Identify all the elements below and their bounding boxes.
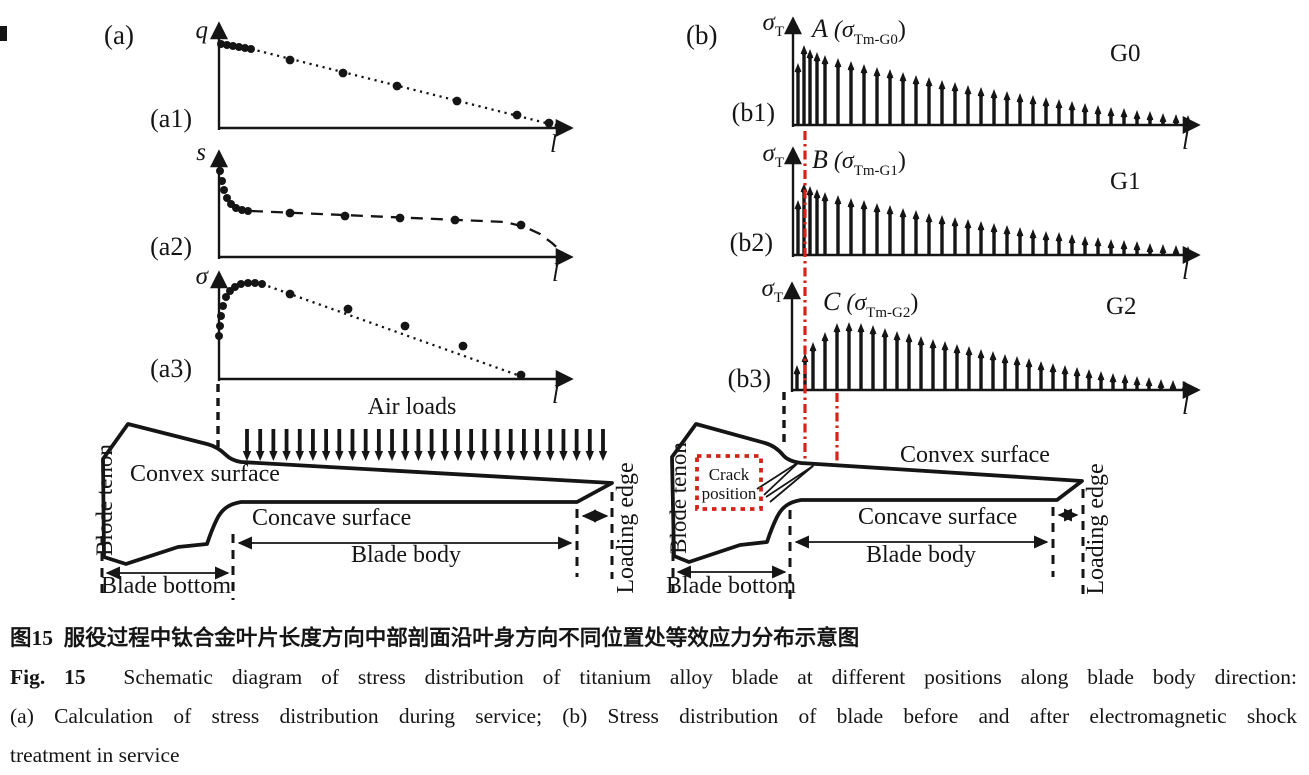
b1-group-label: G0 — [1110, 40, 1141, 67]
dimension-dashes-left — [100, 492, 614, 600]
b3-stems — [793, 322, 1189, 392]
loading-edge-label-right: Loading edge — [1083, 463, 1109, 594]
concave-surface-label-right: Concave surface — [858, 504, 1017, 530]
b2-group-label: G1 — [1110, 168, 1141, 195]
dimension-dashes-right — [671, 489, 1085, 600]
b3-y-axis-label: σT — [761, 275, 783, 306]
panel-a-label: (a) — [104, 20, 134, 50]
crack-position-label-line2: position — [702, 484, 757, 503]
plot-a1-tag: (a1) — [150, 104, 192, 133]
b3-group-label: G2 — [1106, 293, 1137, 320]
b1-x-axis-label: l — [1182, 128, 1189, 155]
dimension-arrows-right — [676, 508, 1079, 579]
blade-schematic-right: Crack position Blode tenon Convex surfac… — [666, 131, 1109, 600]
blade-body-label-left: Blade body — [351, 542, 461, 568]
b2-stems — [794, 183, 1192, 257]
caption-number-chinese: 图15 — [10, 626, 54, 650]
plot-a3-tag: (a3) — [150, 354, 192, 383]
b1-y-axis-label: σT — [762, 9, 784, 40]
caption-number-english: Fig. 15 — [10, 665, 86, 689]
crack-lines — [756, 461, 814, 503]
scan-artifact-mark — [0, 26, 7, 41]
a2-series — [215, 157, 564, 254]
blade-tenon-label-left: Blode tenon — [92, 444, 117, 556]
plot-b3-axes — [783, 281, 1201, 399]
plot-a2-tag: (a2) — [150, 232, 192, 261]
blade-schematic-left: Air loads Blode tenon Convex surface Con… — [92, 384, 639, 600]
caption-line-english-title: Fig. 15 Schematic diagram of stress dist… — [10, 665, 1298, 689]
a1-y-axis-label: q — [196, 17, 209, 44]
plot-b3-tag: (b3) — [728, 364, 771, 393]
a2-y-axis-label: s — [196, 139, 206, 166]
b2-x-axis-label: l — [1182, 258, 1189, 285]
caption-line-last: treatment in service — [10, 743, 180, 767]
crack-position-label-line1: Crack — [709, 465, 750, 484]
panel-b-plots: (b) σT A (σTm-G0) G0 (b1) l σT B (σTm-G1… — [686, 9, 1201, 420]
air-loads-label: Air loads — [368, 394, 457, 420]
convex-surface-label-left: Convex surface — [130, 461, 280, 487]
crack-position-box — [695, 454, 763, 511]
a2-x-axis-label: l — [552, 260, 559, 287]
blade-bottom-label-right: Blade bottom — [666, 573, 796, 599]
plot-b1-tag: (b1) — [732, 98, 775, 127]
b3-peak-label: C (σTm-G2) — [823, 287, 918, 321]
plot-b2-axes — [784, 146, 1201, 264]
dimension-arrows-left — [105, 509, 609, 580]
convex-surface-label-right: Convex surface — [900, 442, 1050, 468]
a3-y-axis-label: σ — [196, 263, 210, 290]
b1-stems — [794, 45, 1192, 126]
air-load-arrows — [242, 429, 608, 461]
figure-canvas: (a) q l (a1) s l (a2) σ l (a3) (b) — [0, 9, 1201, 600]
blade-tenon-label-right: Blode tenon — [666, 442, 691, 554]
panel-b-label: (b) — [686, 20, 717, 50]
a3-x-axis-label: l — [552, 382, 559, 409]
plot-b1-axes — [784, 16, 1201, 134]
concave-surface-label-left: Concave surface — [252, 505, 411, 531]
loading-edge-label-left: Loading edge — [613, 462, 639, 593]
b2-peak-label: B (σTm-G1) — [812, 145, 906, 179]
plot-a3-axes — [210, 270, 574, 388]
a1-series — [217, 40, 564, 131]
panel-a-plots: (a) q l (a1) s l (a2) σ l (a3) — [104, 17, 574, 409]
plot-a2-axes — [210, 149, 574, 266]
blade-body-label-right: Blade body — [866, 542, 976, 568]
caption-line-chinese: 图15 服役过程中钛合金叶片长度方向中部剖面沿叶身方向不同位置处等效应力分布示意… — [10, 626, 860, 650]
plot-b2-tag: (b2) — [730, 228, 773, 257]
b3-x-axis-label: l — [1182, 393, 1189, 420]
caption-line-subfigures: (a) Calculation of stress distribution d… — [10, 704, 1297, 728]
blade-outline-right — [670, 422, 1084, 564]
a1-x-axis-label: l — [550, 131, 557, 158]
a3-series — [215, 279, 526, 380]
blade-outline-left — [101, 422, 614, 566]
b2-y-axis-label: σT — [762, 140, 784, 171]
b1-peak-label: A (σTm-G0) — [810, 14, 906, 48]
blade-bottom-label-left: Blade bottom — [101, 573, 231, 599]
figure-caption: 图15 服役过程中钛合金叶片长度方向中部剖面沿叶身方向不同位置处等效应力分布示意… — [0, 609, 1309, 775]
